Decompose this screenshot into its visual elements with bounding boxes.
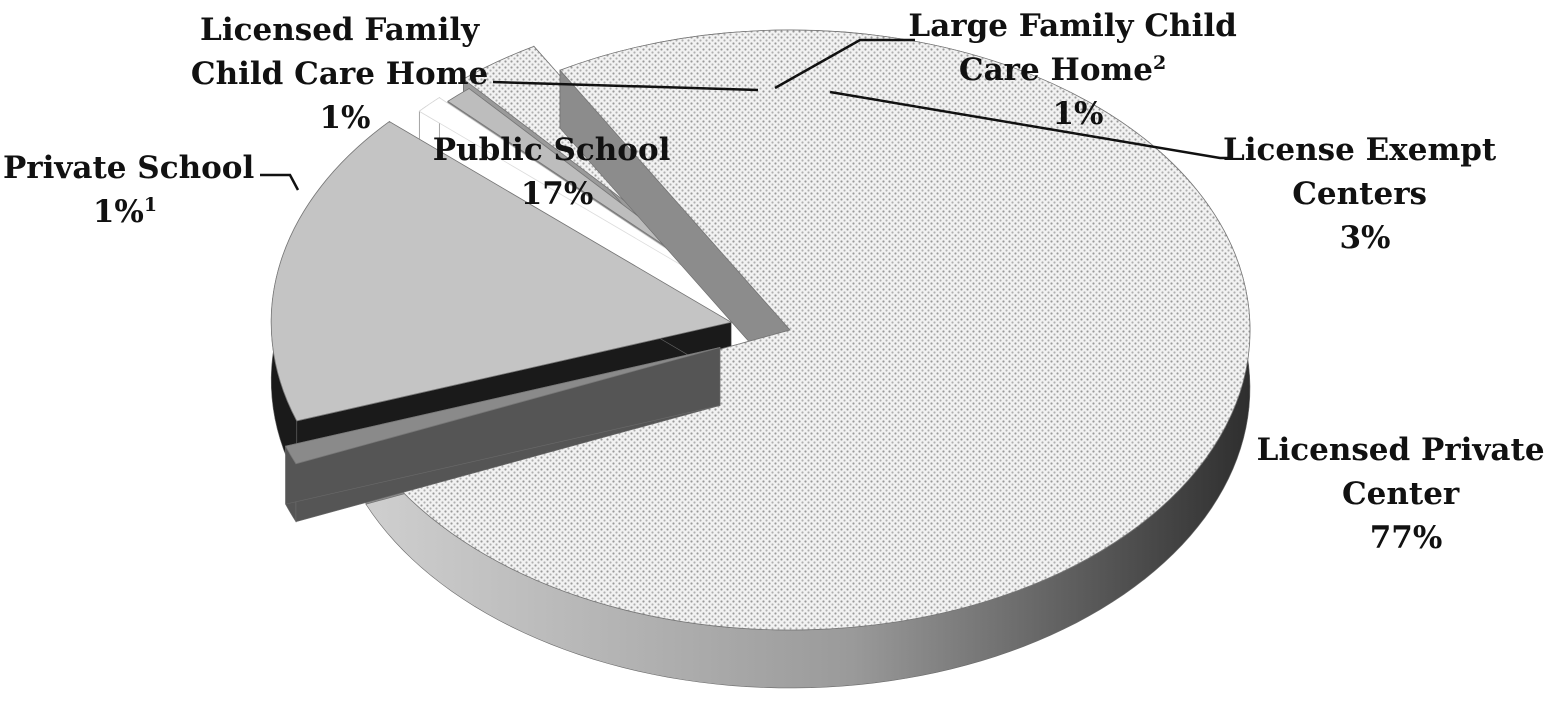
pie-slices — [270, 29, 1251, 689]
label-public-school-name: Public School — [433, 132, 671, 168]
label-private-center-line1: Licensed Private — [1257, 432, 1545, 468]
label-exempt-pct: 3% — [1339, 220, 1390, 256]
label-large-family: Large Family Child Care Home2 1% — [908, 8, 1247, 132]
leader-lines — [260, 38, 1232, 191]
label-private-school: Private School 1%1 — [3, 150, 265, 230]
pie-slice-top — [270, 121, 733, 422]
label-exempt-line1: License Exempt — [1223, 132, 1497, 168]
leader-line-family-home — [492, 80, 759, 92]
label-family-home-line2: Child Care Home — [191, 56, 488, 92]
label-private-school-pct: 1% — [93, 194, 144, 230]
leader-line-large-family — [774, 38, 915, 90]
label-private-center-pct: 77% — [1370, 520, 1443, 556]
label-private-center: Licensed Private Center 77% — [1257, 432, 1556, 556]
label-exempt-line2: Centers — [1292, 176, 1427, 212]
label-public-school-pct: 17% — [521, 176, 594, 212]
label-large-family-sup: 2 — [1153, 52, 1166, 74]
leader-line-exempt — [829, 90, 1232, 160]
label-large-family-line2: Care Home — [959, 52, 1153, 88]
pie-slice — [284, 347, 721, 523]
pie-slice-top — [284, 347, 721, 465]
label-exempt: License Exempt Centers 3% — [1223, 132, 1507, 256]
label-family-home: Licensed Family Child Care Home 1% — [191, 12, 499, 136]
pie-slice-top — [365, 29, 1251, 631]
label-private-school-name: Private School — [3, 150, 254, 186]
label-family-home-line1: Licensed Family — [200, 12, 480, 48]
leader-line-private-school — [260, 173, 300, 191]
label-private-school-sup: 1 — [144, 194, 157, 216]
label-large-family-pct: 1% — [1052, 96, 1103, 132]
data-labels: Licensed Family Child Care Home 1% Large… — [3, 8, 1556, 556]
label-family-home-pct: 1% — [319, 100, 370, 136]
label-large-family-line1: Large Family Child — [908, 8, 1236, 44]
label-private-center-line2: Center — [1342, 476, 1460, 512]
label-public-school: Public School 17% — [433, 132, 681, 212]
